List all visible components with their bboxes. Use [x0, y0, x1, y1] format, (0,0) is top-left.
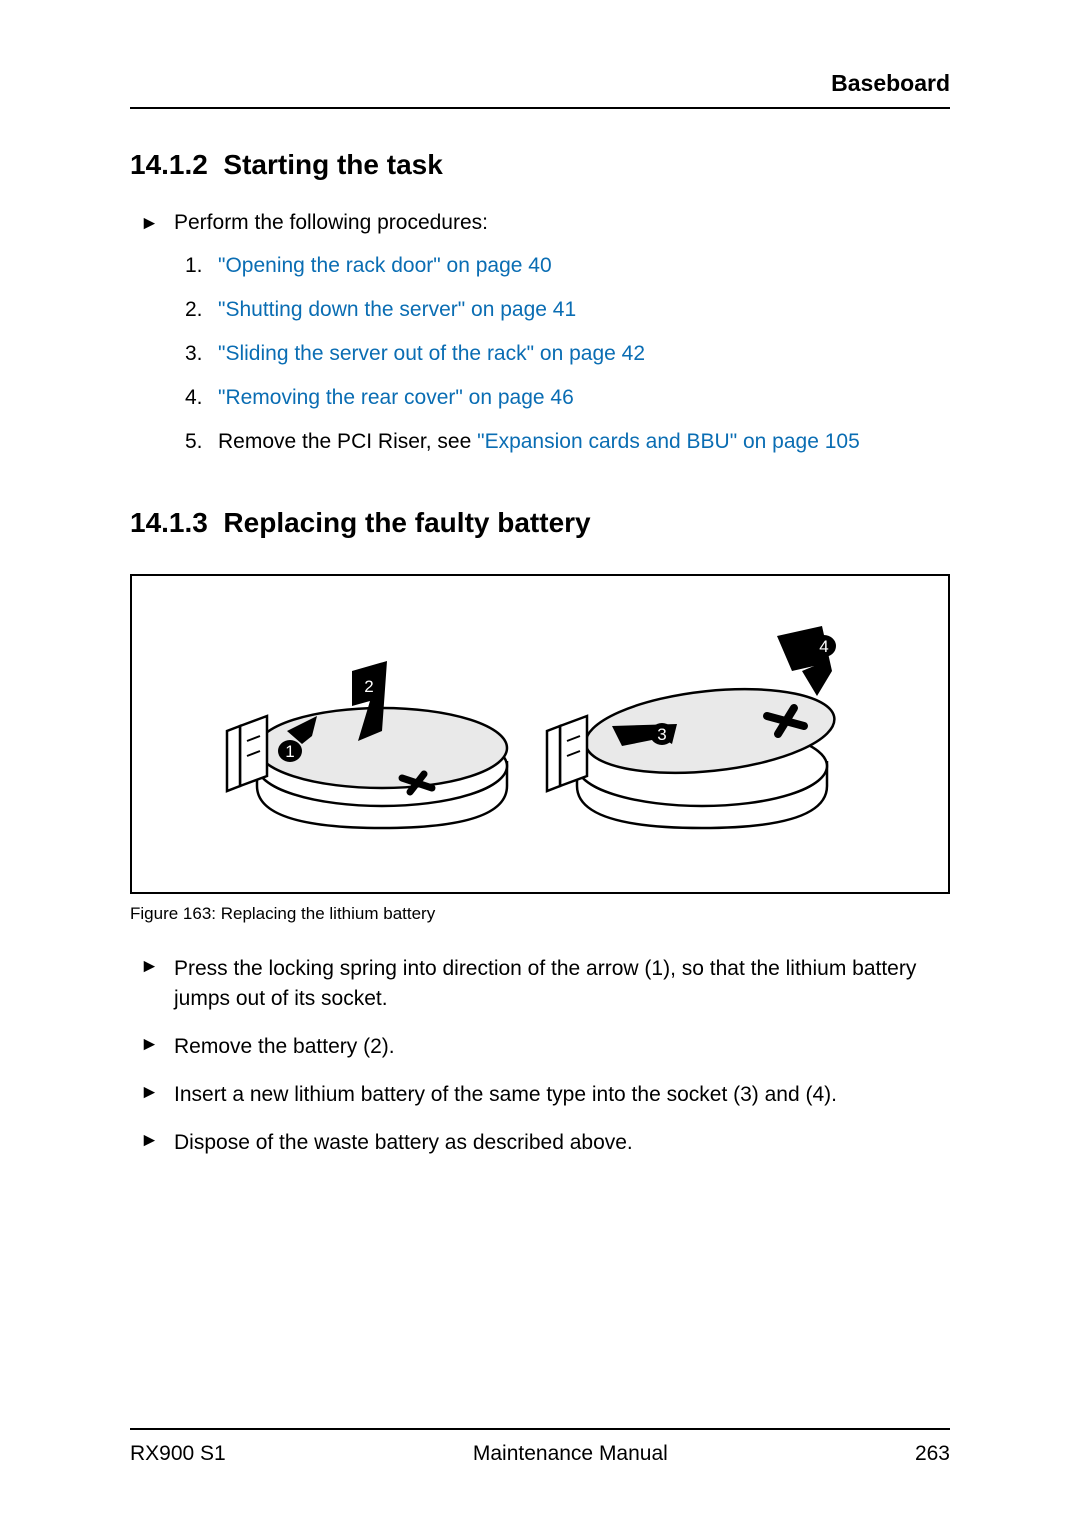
triangle-bullet-icon: ► — [140, 1032, 174, 1058]
cross-ref-link[interactable]: "Shutting down the server" on page 41 — [218, 298, 576, 321]
section-heading-replacing: 14.1.3 Replacing the faulty battery — [130, 507, 950, 539]
cross-ref-link[interactable]: "Removing the rear cover" on page 46 — [218, 386, 574, 409]
list-item: 2. "Shutting down the server" on page 41 — [185, 295, 950, 325]
list-item: 5. Remove the PCI Riser, see "Expansion … — [185, 427, 950, 457]
step-item: ► Insert a new lithium battery of the sa… — [140, 1080, 950, 1110]
step-text: Press the locking spring into direction … — [174, 954, 950, 1014]
list-number: 4. — [185, 383, 218, 413]
list-number: 3. — [185, 339, 218, 369]
intro-text: Perform the following procedures: — [174, 211, 488, 235]
triangle-bullet-icon: ► — [140, 1128, 174, 1154]
step-item: ► Press the locking spring into directio… — [140, 954, 950, 1014]
list-item: 4. "Removing the rear cover" on page 46 — [185, 383, 950, 413]
diagram-label-1: 1 — [285, 742, 294, 761]
page: Baseboard 14.1.2 Starting the task ► Per… — [0, 0, 1080, 1526]
list-text: Remove the PCI Riser, see "Expansion car… — [218, 427, 860, 457]
triangle-bullet-icon: ► — [140, 954, 174, 980]
step-text: Dispose of the waste battery as describe… — [174, 1128, 950, 1158]
diagram-label-3: 3 — [657, 725, 666, 744]
header-section-title: Baseboard — [130, 70, 950, 107]
footer-rule — [130, 1428, 950, 1430]
intro-step: ► Perform the following procedures: — [140, 211, 950, 237]
list-number: 1. — [185, 251, 218, 281]
cross-ref-link[interactable]: "Opening the rack door" on page 40 — [218, 254, 552, 277]
section-title: Starting the task — [223, 149, 442, 180]
list-item: 3. "Sliding the server out of the rack" … — [185, 339, 950, 369]
footer-center: Maintenance Manual — [473, 1442, 668, 1466]
cross-ref-link[interactable]: "Expansion cards and BBU" on page 105 — [477, 430, 860, 453]
list-text: "Sliding the server out of the rack" on … — [218, 339, 645, 369]
section-number: 14.1.3 — [130, 507, 208, 538]
list-number: 2. — [185, 295, 218, 325]
header-rule — [130, 107, 950, 109]
procedure-list: 1. "Opening the rack door" on page 40 2.… — [185, 251, 950, 457]
figure-caption: Figure 163: Replacing the lithium batter… — [130, 904, 950, 924]
step-item: ► Remove the battery (2). — [140, 1032, 950, 1062]
step-item: ► Dispose of the waste battery as descri… — [140, 1128, 950, 1158]
section-number: 14.1.2 — [130, 149, 208, 180]
replacement-steps: ► Press the locking spring into directio… — [130, 954, 950, 1158]
page-footer: RX900 S1 Maintenance Manual 263 — [130, 1428, 950, 1466]
step-text: Insert a new lithium battery of the same… — [174, 1080, 950, 1110]
triangle-bullet-icon: ► — [140, 211, 174, 237]
cross-ref-link[interactable]: "Sliding the server out of the rack" on … — [218, 342, 645, 365]
footer-left: RX900 S1 — [130, 1442, 226, 1466]
section-heading-starting: 14.1.2 Starting the task — [130, 149, 950, 181]
footer-right: 263 — [915, 1442, 950, 1466]
battery-illustration-svg: 1 2 3 — [132, 576, 948, 892]
list-text: "Shutting down the server" on page 41 — [218, 295, 576, 325]
diagram-label-2: 2 — [364, 677, 373, 696]
list-text: "Removing the rear cover" on page 46 — [218, 383, 574, 413]
list-text: "Opening the rack door" on page 40 — [218, 251, 552, 281]
figure-battery-diagram: 1 2 3 — [130, 574, 950, 894]
list-number: 5. — [185, 427, 218, 457]
section-title: Replacing the faulty battery — [223, 507, 590, 538]
triangle-bullet-icon: ► — [140, 1080, 174, 1106]
step-text: Remove the battery (2). — [174, 1032, 950, 1062]
list-item: 1. "Opening the rack door" on page 40 — [185, 251, 950, 281]
diagram-label-4: 4 — [819, 637, 828, 656]
